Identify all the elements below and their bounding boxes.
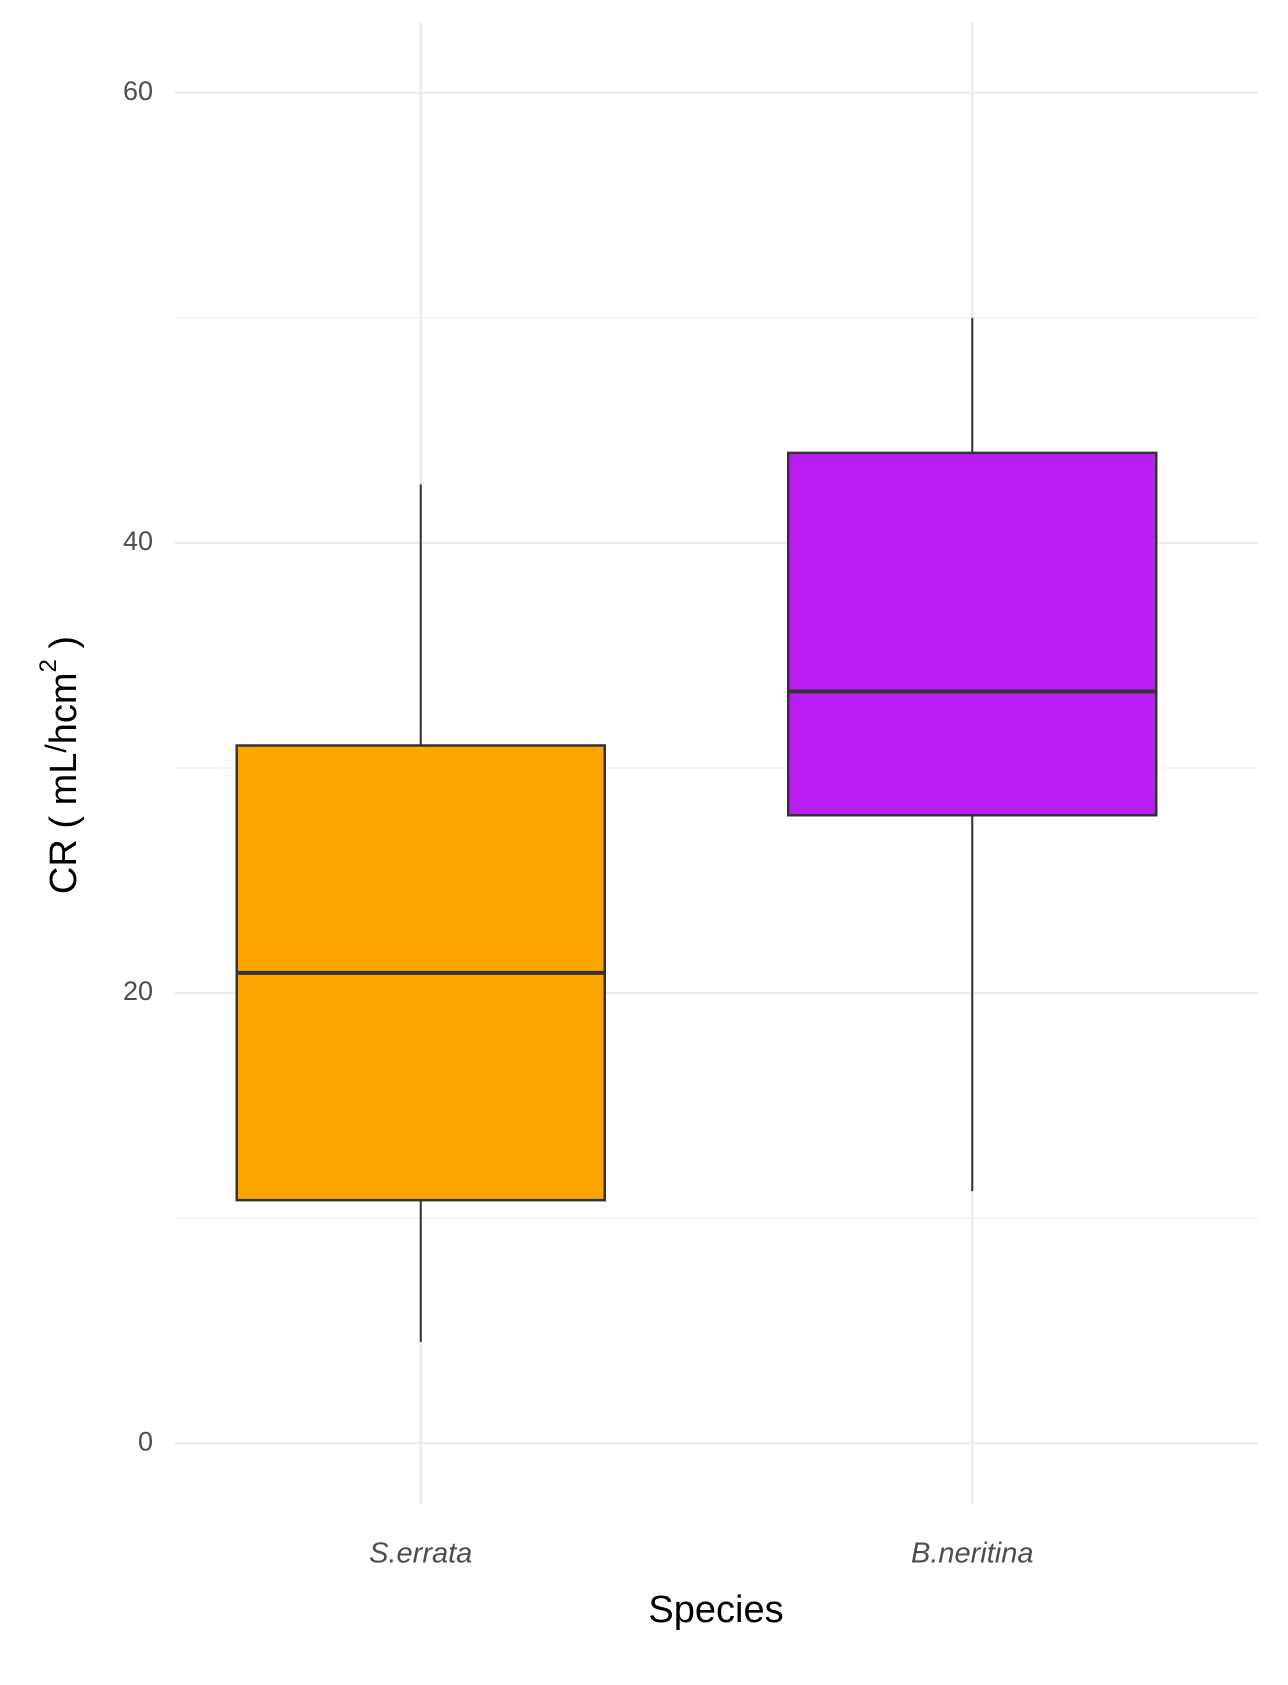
y-axis-title-part: CR ( mL xyxy=(43,753,85,894)
y-tick-label: 60 xyxy=(123,76,153,106)
y-axis-title: CR ( mL/hcm2 ) xyxy=(35,636,85,894)
y-tick-label: 0 xyxy=(138,1426,153,1456)
x-tick-label: S.errata xyxy=(369,1538,472,1570)
y-axis-title-part: ) xyxy=(43,636,85,659)
x-tick-label: B.neritina xyxy=(911,1538,1034,1570)
box xyxy=(787,451,1158,817)
y-tick-label: 40 xyxy=(123,526,153,556)
y-axis-title-sup: 2 xyxy=(35,659,62,672)
y-axis-title-part: / xyxy=(40,744,73,753)
y-axis-title-part: hcm xyxy=(43,672,85,744)
y-tick-label: 20 xyxy=(123,976,153,1006)
x-axis-title: Species xyxy=(648,1589,783,1631)
